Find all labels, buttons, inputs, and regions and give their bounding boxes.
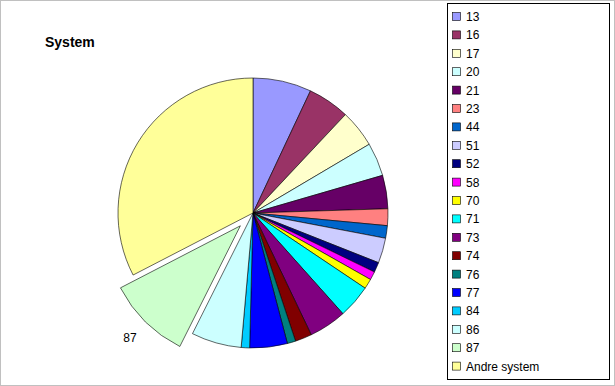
legend-label: 70 bbox=[466, 194, 480, 208]
legend: 13 16 17 20 21 23 44 51 52 58 70 71 73 74 76 77 84 86 87 An… bbox=[448, 4, 610, 380]
legend-label: 44 bbox=[466, 120, 480, 134]
legend-swatch bbox=[453, 13, 461, 21]
legend-box bbox=[448, 4, 610, 380]
legend-swatch bbox=[453, 141, 461, 149]
legend-label: 51 bbox=[466, 139, 480, 153]
slice-label: 87 bbox=[123, 331, 137, 345]
legend-swatch bbox=[453, 289, 461, 297]
legend-label: 87 bbox=[466, 341, 480, 355]
legend-label: 74 bbox=[466, 249, 480, 263]
chart-title: System bbox=[45, 34, 95, 50]
pie-slice bbox=[253, 175, 388, 213]
legend-label: 17 bbox=[466, 47, 480, 61]
legend-swatch bbox=[453, 105, 461, 113]
legend-label: 58 bbox=[466, 176, 480, 190]
legend-swatch bbox=[453, 215, 461, 223]
legend-swatch bbox=[453, 325, 461, 333]
legend-swatch bbox=[453, 49, 461, 57]
legend-swatch bbox=[453, 160, 461, 168]
legend-label: Andre system bbox=[466, 360, 539, 374]
chart: System 87 13 16 17 20 21 23 44 51 52 58 70 71 73 74 76 77… bbox=[0, 0, 615, 386]
legend-swatch bbox=[453, 307, 461, 315]
legend-label: 23 bbox=[466, 102, 480, 116]
legend-label: 73 bbox=[466, 231, 480, 245]
pie bbox=[118, 78, 388, 348]
legend-swatch bbox=[453, 270, 461, 278]
legend-label: 13 bbox=[466, 10, 480, 24]
chart-frame bbox=[1, 1, 615, 386]
legend-swatch bbox=[453, 68, 461, 76]
legend-swatch bbox=[453, 31, 461, 39]
legend-swatch bbox=[453, 123, 461, 131]
legend-swatch bbox=[453, 197, 461, 205]
legend-label: 20 bbox=[466, 65, 480, 79]
pie-slice bbox=[250, 213, 288, 348]
legend-swatch bbox=[453, 86, 461, 94]
legend-label: 21 bbox=[466, 84, 480, 98]
legend-label: 71 bbox=[466, 212, 480, 226]
legend-label: 16 bbox=[466, 28, 480, 42]
legend-swatch bbox=[453, 233, 461, 241]
legend-swatch bbox=[453, 252, 461, 260]
legend-label: 52 bbox=[466, 157, 480, 171]
legend-swatch bbox=[453, 178, 461, 186]
legend-label: 84 bbox=[466, 304, 480, 318]
legend-label: 86 bbox=[466, 323, 480, 337]
legend-swatch bbox=[453, 362, 461, 370]
legend-label: 77 bbox=[466, 286, 480, 300]
legend-label: 76 bbox=[466, 268, 480, 282]
pie-slice bbox=[118, 78, 253, 275]
legend-swatch bbox=[453, 344, 461, 352]
